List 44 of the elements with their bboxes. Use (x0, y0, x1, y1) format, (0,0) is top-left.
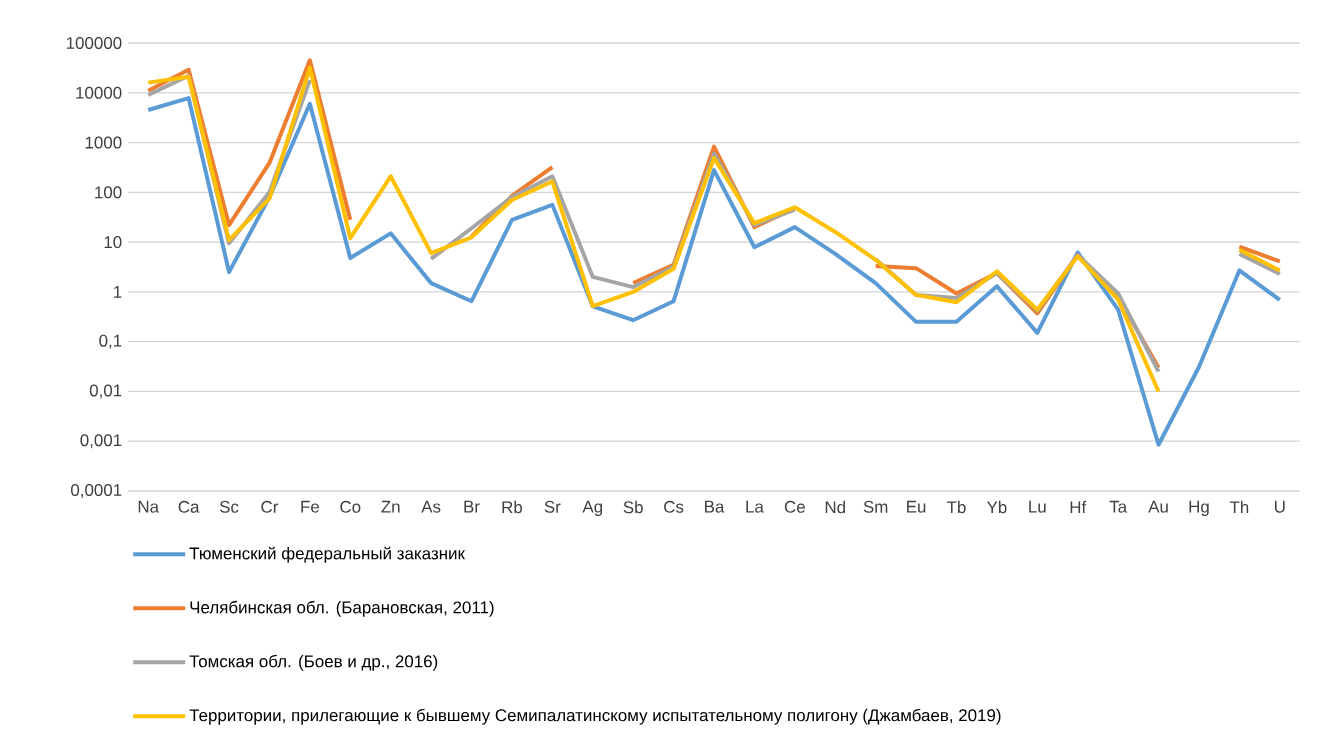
x-tick-label: Ta (1109, 500, 1128, 513)
y-tick-label: 0,1 (99, 334, 122, 349)
x-tick-label: Hg (1189, 500, 1209, 517)
x-tick-label: Yb (986, 500, 1007, 514)
x-tick-label: Na (138, 500, 160, 513)
y-tick-label: 100 (95, 186, 122, 199)
x-tick-label: U (1274, 500, 1285, 513)
x-tick-label: Th (1229, 500, 1249, 514)
y-tick-label: 100000 (66, 37, 122, 49)
x-tick-label: As (421, 500, 441, 513)
x-tick-label: Nd (825, 500, 845, 514)
legend-label: Челябинская обл. (Барановская, 2011) (190, 600, 494, 617)
x-tick-label: Sc (219, 500, 239, 513)
y-tick-label: 0,001 (80, 434, 122, 449)
y-tick-label: 0,0001 (71, 484, 122, 498)
x-tick-label: Tb (946, 500, 966, 514)
x-tick-label: Cs (664, 500, 684, 513)
x-tick-label: Co (340, 500, 361, 513)
x-tick-label: Sb (623, 500, 643, 514)
legend-label: Территории, прилегающие к бывшему Семипалатинскому испытательному полигону (Джамбаев, 2019) (189, 708, 1001, 725)
x-tick-label: Br (464, 500, 480, 513)
y-tick-label: 1000 (85, 136, 122, 149)
x-tick-label: Au (1148, 500, 1168, 513)
x-tick-label: Ba (705, 500, 725, 513)
x-tick-label: Cr (261, 500, 279, 513)
y-tick-label: 10000 (76, 86, 122, 99)
line-series (146, 96, 1282, 447)
x-tick-label: Eu (907, 500, 926, 513)
x-tick-label: Ca (178, 500, 200, 513)
x-tick-label: Sr (544, 500, 561, 513)
x-tick-label: Sm (863, 500, 888, 513)
y-tick-label: 0,01 (89, 384, 122, 399)
x-tick-label: Ag (582, 500, 603, 517)
x-tick-label: La (746, 500, 764, 513)
legend-label: Томская обл. (Боев и др., 2016) (189, 654, 438, 671)
x-tick-label: Ce (784, 500, 805, 513)
x-tick-label: Hf (1070, 500, 1087, 514)
x-tick-label: Lu (1029, 500, 1046, 513)
x-tick-label: Rb (502, 500, 523, 514)
y-tick-label: 1 (114, 286, 122, 298)
x-tick-label: Zn (381, 500, 400, 513)
legend-label: Тюменский федеральный заказник (189, 546, 466, 563)
x-tick-label: Fe (301, 500, 319, 513)
y-tick-label: 10 (104, 236, 122, 249)
